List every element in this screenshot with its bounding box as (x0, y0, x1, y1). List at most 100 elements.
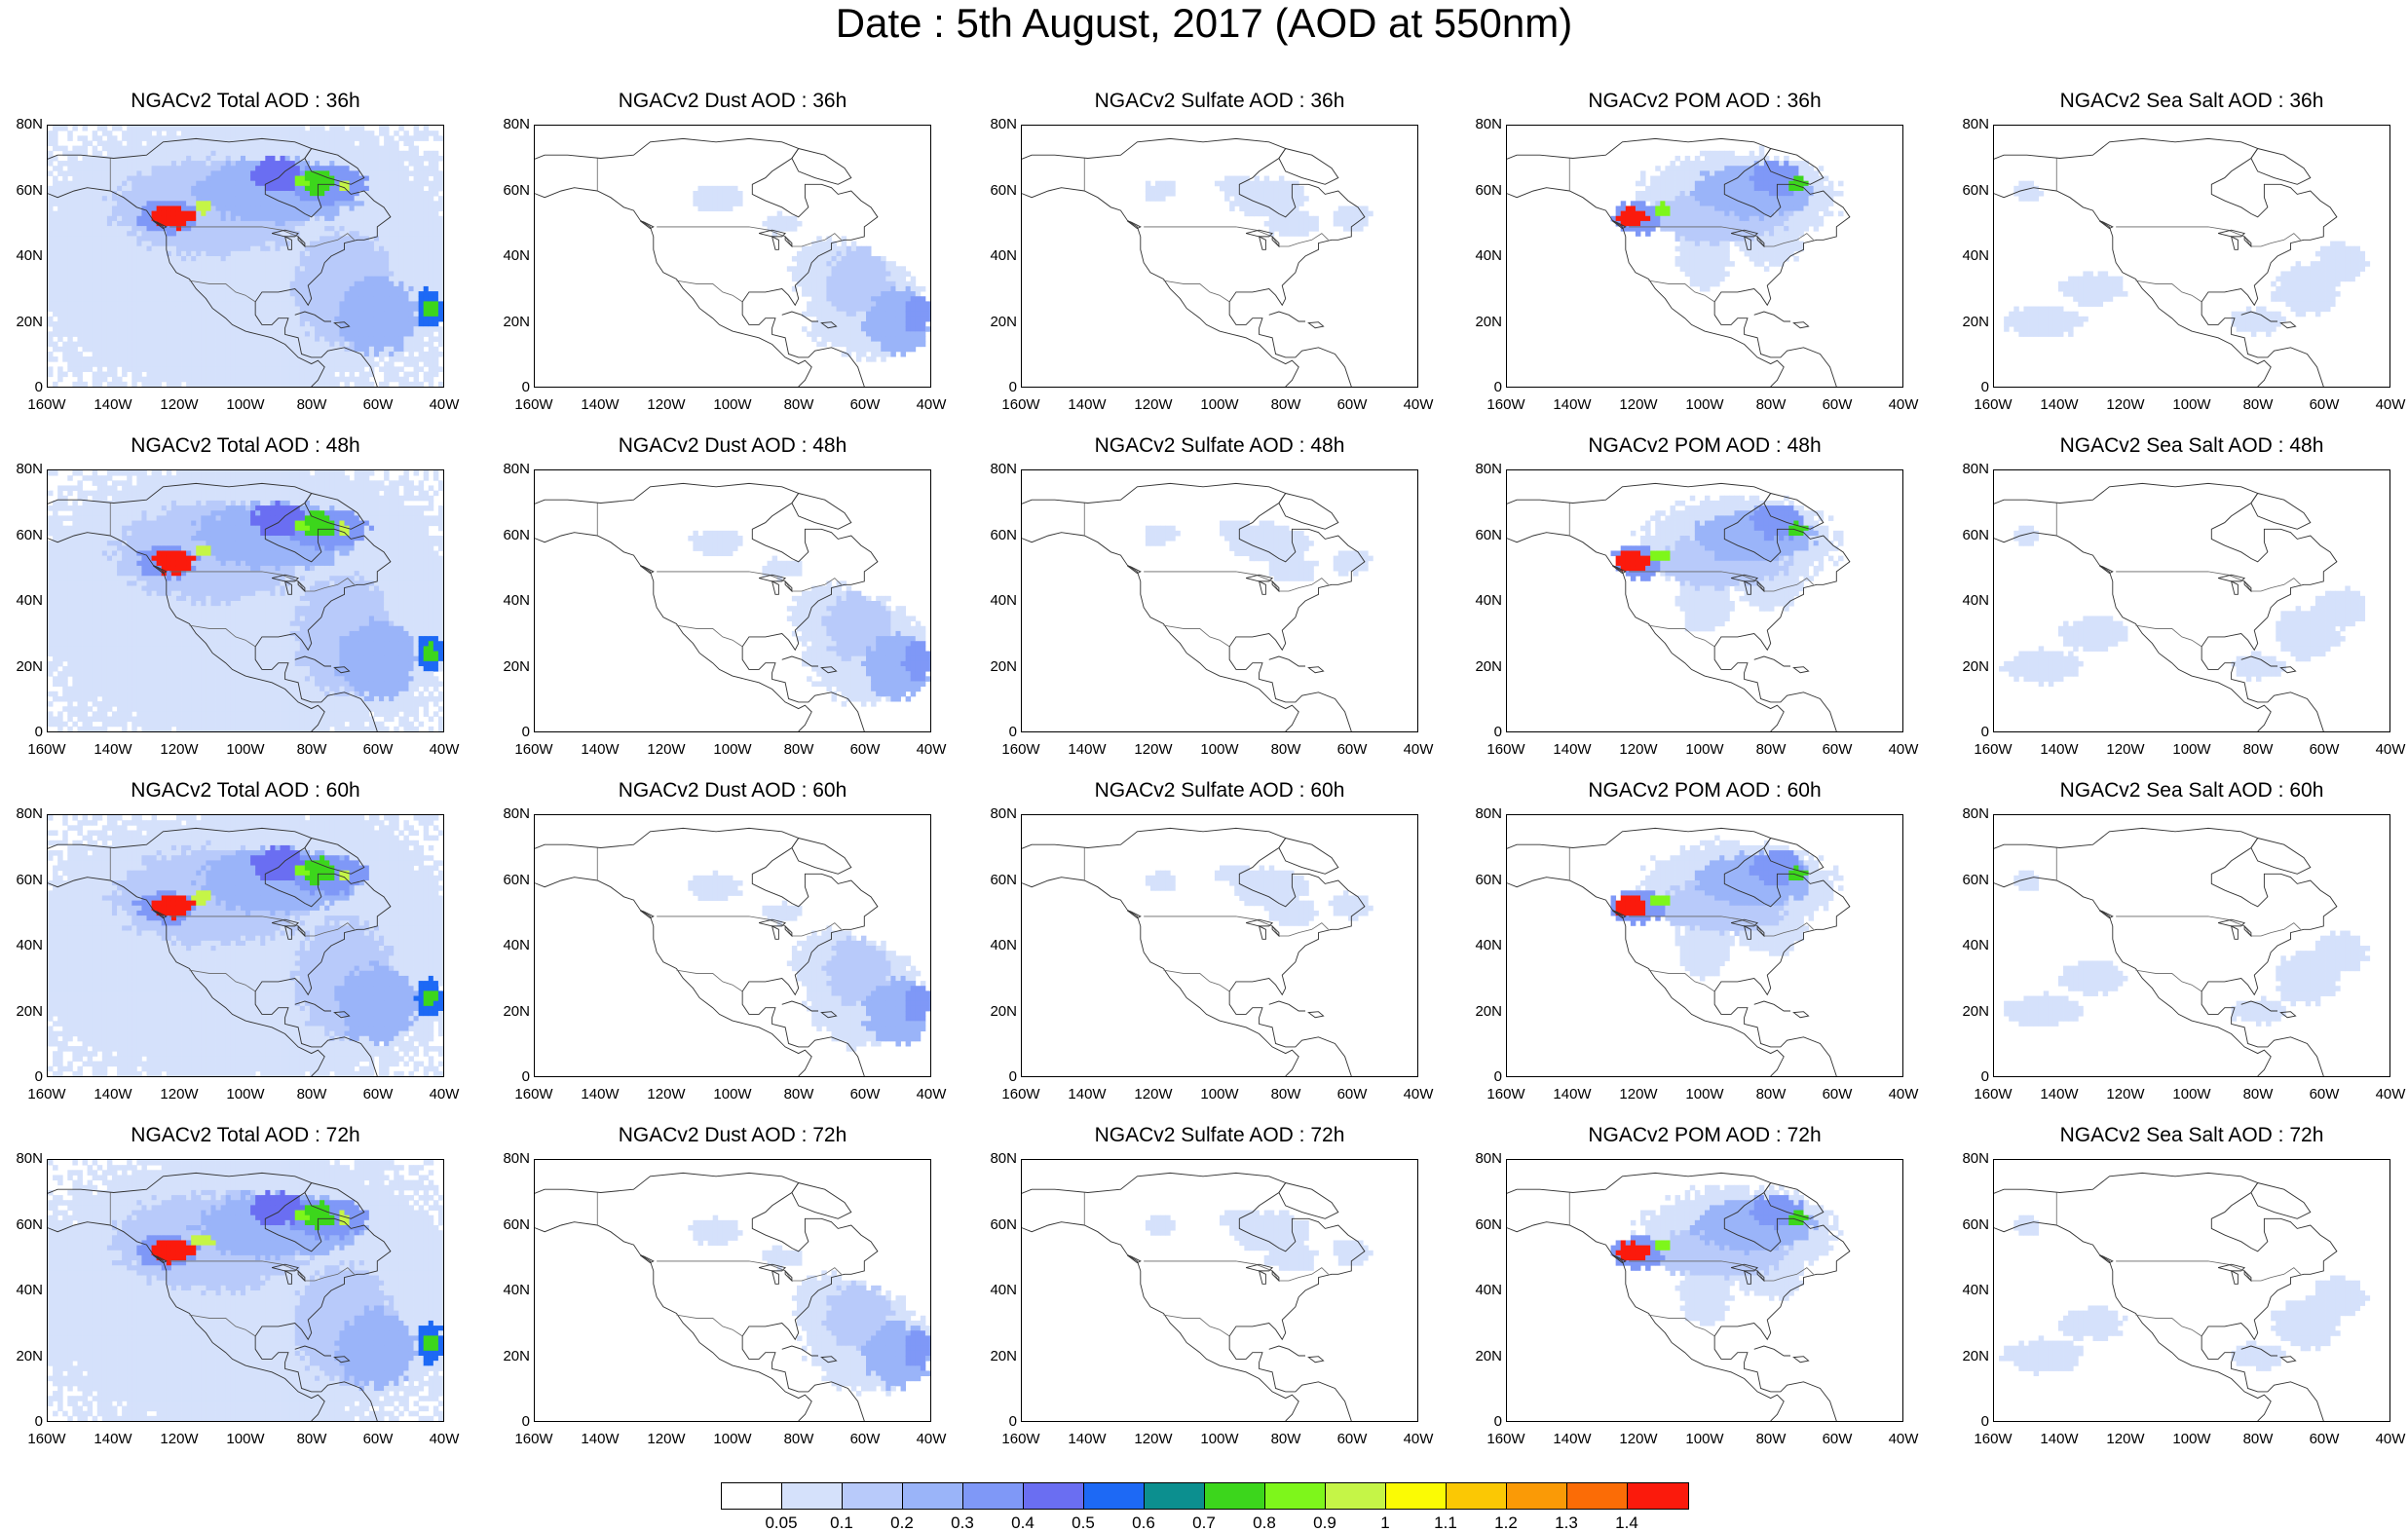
aod-cell (206, 166, 210, 171)
aod-cell (77, 366, 82, 372)
aod-cell (433, 266, 438, 272)
aod-cell (176, 382, 181, 387)
aod-cell (191, 196, 196, 202)
aod-cell (250, 196, 255, 202)
aod-cell (141, 231, 146, 237)
aod-cell (72, 331, 77, 337)
aod-cell (117, 266, 122, 272)
aod-cell (265, 261, 270, 267)
aod-cell (408, 286, 413, 292)
aod-cell (414, 161, 419, 167)
aod-cell (1343, 226, 1348, 232)
aod-cell (117, 176, 122, 182)
aod-cell (369, 206, 374, 211)
map-frame (47, 125, 444, 388)
aod-cell (821, 271, 826, 277)
aod-cell (53, 342, 57, 348)
aod-cell (315, 312, 320, 318)
aod-cell (374, 277, 379, 282)
aod-cell (83, 326, 88, 332)
aod-cell (429, 206, 433, 211)
aod-cell (1284, 191, 1289, 197)
aod-cell (350, 216, 355, 222)
aod-cell (53, 266, 57, 272)
aod-cell (127, 151, 132, 157)
aod-cell (295, 242, 300, 247)
aod-cell (842, 271, 847, 277)
aod-cell (270, 131, 275, 136)
aod-cell (176, 331, 181, 337)
aod-cell (93, 231, 97, 237)
aod-cell (127, 242, 132, 247)
aod-cell (364, 291, 369, 297)
aod-cell (107, 307, 112, 313)
aod-cell (275, 181, 280, 187)
aod-cell (359, 271, 364, 277)
aod-cell (260, 151, 265, 157)
aod-cell (300, 201, 305, 206)
aod-cell (398, 186, 403, 192)
aod-cell (88, 140, 93, 146)
aod-cell (265, 126, 270, 131)
aod-cell (1660, 216, 1665, 222)
aod-cell (97, 277, 102, 282)
aod-cell (147, 326, 152, 332)
aod-cell (226, 361, 231, 367)
aod-cell (72, 256, 77, 262)
aod-cell (176, 321, 181, 327)
aod-cell (255, 216, 260, 222)
aod-cell (206, 317, 210, 322)
aod-cell (374, 266, 379, 272)
aod-cell (241, 256, 245, 262)
aod-cell (398, 151, 403, 157)
aod-cell (295, 307, 300, 313)
aod-cell (369, 251, 374, 257)
aod-cell (419, 331, 424, 337)
aod-cell (62, 342, 67, 348)
aod-cell (241, 231, 245, 237)
aod-cell (424, 261, 429, 267)
aod-cell (281, 126, 285, 131)
aod-cell (324, 216, 329, 222)
aod-cell (438, 242, 443, 247)
aod-cell (438, 196, 443, 202)
aod-cell (384, 331, 389, 337)
aod-cell (713, 196, 718, 202)
aod-cell (255, 246, 260, 252)
aod-cell (290, 242, 295, 247)
aod-cell (842, 261, 847, 267)
aod-cell (345, 176, 350, 182)
aod-cell (697, 206, 702, 211)
aod-cell (136, 146, 141, 152)
aod-cell (167, 146, 171, 152)
aod-cell (196, 156, 201, 162)
aod-cell (1675, 261, 1680, 267)
aod-cell (67, 331, 72, 337)
aod-cell (57, 366, 62, 372)
aod-cell (147, 356, 152, 362)
aod-cell (310, 256, 315, 262)
aod-cell (837, 251, 842, 257)
aod-cell (53, 211, 57, 217)
aod-cell (290, 135, 295, 141)
aod-cell (329, 271, 334, 277)
aod-cell (315, 216, 320, 222)
aod-cell (141, 135, 146, 141)
aod-cell (122, 361, 127, 367)
aod-cell (876, 336, 881, 342)
aod-cell (136, 261, 141, 267)
aod-cell (107, 336, 112, 342)
aod-cell (122, 277, 127, 282)
aod-cell (97, 266, 102, 272)
aod-cell (389, 331, 394, 337)
aod-cell (162, 312, 167, 318)
aod-cell (901, 312, 906, 318)
aod-cell (181, 126, 186, 131)
aod-cell (324, 277, 329, 282)
aod-cell (152, 231, 157, 237)
aod-cell (176, 181, 181, 187)
aod-cell (107, 266, 112, 272)
aod-cell (260, 296, 265, 302)
aod-cell (821, 256, 826, 262)
aod-cell (438, 226, 443, 232)
